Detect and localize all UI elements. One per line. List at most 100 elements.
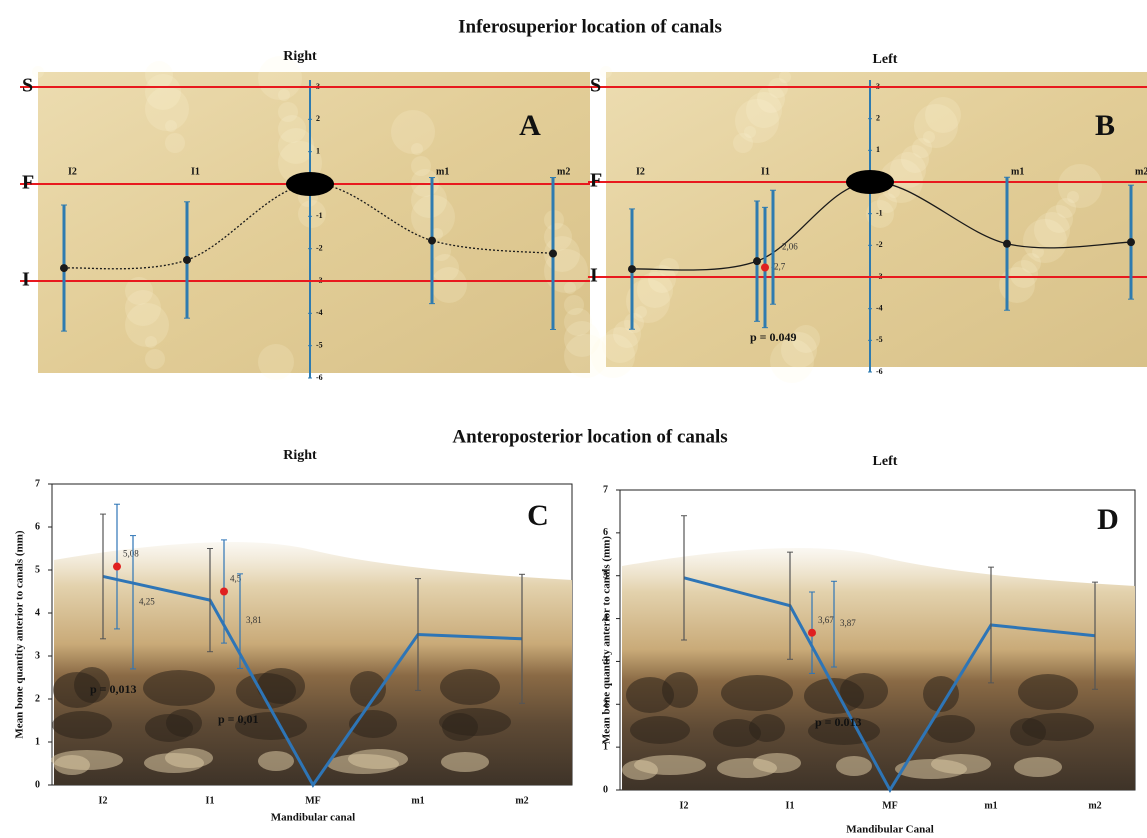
panel-letter: D <box>1097 503 1119 536</box>
texture <box>165 133 185 153</box>
y-tick-label: -5 <box>876 335 883 344</box>
annotation: p = 0,01 <box>218 712 259 726</box>
x-tick-label: m1 <box>984 800 997 811</box>
y-tick-label: 3 <box>35 650 40 661</box>
texture <box>600 66 612 78</box>
reference-label: F <box>590 170 602 192</box>
y-tick-label: 1 <box>316 146 320 155</box>
point <box>808 629 816 637</box>
y-tick-label: 0 <box>603 784 608 795</box>
point <box>220 588 228 596</box>
texture <box>721 675 793 711</box>
value-label: 4,25 <box>139 596 155 606</box>
point <box>549 250 557 258</box>
point <box>1127 238 1135 246</box>
x-tick-label: m2 <box>1135 166 1147 177</box>
y-tick-label: 4 <box>35 607 40 618</box>
y-tick-label: -4 <box>316 308 323 317</box>
reference-label: S <box>22 75 33 97</box>
y-tick-label: 6 <box>35 521 40 532</box>
texture <box>348 749 408 769</box>
value-label: 3,87 <box>840 618 856 628</box>
x-tick-label: m1 <box>1011 166 1024 177</box>
texture <box>840 673 888 709</box>
y-tick-label: 2 <box>316 114 320 123</box>
x-tick-label: I2 <box>636 166 645 177</box>
chart-title: Right <box>283 448 317 463</box>
x-tick-label: I1 <box>206 795 215 806</box>
texture <box>145 61 173 89</box>
reference-label: I <box>22 269 30 291</box>
texture <box>749 714 785 742</box>
chart-title: Right <box>283 49 317 64</box>
background-image <box>54 542 572 785</box>
annotation: p = 0,013 <box>90 682 137 696</box>
y-axis-label: Mean bone quantity anterior to canals (m… <box>601 536 613 745</box>
y-tick-label: -6 <box>876 367 883 376</box>
texture <box>836 756 872 776</box>
y-tick-label: -5 <box>316 340 323 349</box>
y-tick-label: 7 <box>35 478 40 489</box>
heading: Inferosuperior location of canals <box>458 16 722 37</box>
x-axis-label: Mandibular canal <box>271 812 355 824</box>
texture <box>779 71 791 83</box>
foramen <box>286 172 334 196</box>
value-label: 3,81 <box>246 615 262 625</box>
x-tick-label: I2 <box>680 800 689 811</box>
y-tick-label: -1 <box>876 208 883 217</box>
y-axis-label: Mean bone quantity anterior to canals (m… <box>14 530 26 739</box>
texture <box>145 349 165 369</box>
texture <box>278 102 298 122</box>
texture <box>258 751 294 771</box>
texture <box>143 670 215 706</box>
point <box>183 256 191 264</box>
value-label: -2,06 <box>779 241 798 251</box>
x-tick-label: I1 <box>191 166 200 177</box>
y-tick-label: 0 <box>35 779 40 790</box>
panel-letter: B <box>1095 109 1115 142</box>
chart-title: Left <box>873 52 898 67</box>
reference-label: F <box>22 172 34 194</box>
reference-label: I <box>590 265 598 287</box>
texture <box>391 110 435 154</box>
point <box>428 237 436 245</box>
y-tick-label: -4 <box>876 303 883 312</box>
y-tick-label: 1 <box>35 736 40 747</box>
annotation: p = 0.049 <box>750 330 797 344</box>
x-tick-label: I2 <box>99 795 108 806</box>
y-tick-label: 2 <box>35 693 40 704</box>
texture <box>1022 713 1094 741</box>
x-tick-label: I2 <box>68 166 77 177</box>
texture <box>630 716 690 744</box>
point <box>628 265 636 273</box>
texture <box>925 97 961 133</box>
point <box>60 264 68 272</box>
value-label: 3,67 <box>818 615 834 625</box>
y-tick-label: -2 <box>316 243 323 252</box>
y-tick-label: -6 <box>316 373 323 382</box>
panel-letter: A <box>519 109 541 142</box>
x-tick-label: m2 <box>557 166 570 177</box>
texture <box>440 669 500 705</box>
texture <box>51 750 123 770</box>
texture <box>32 66 44 78</box>
chart-title: Left <box>873 454 898 469</box>
texture <box>931 754 991 774</box>
point <box>761 264 769 272</box>
texture <box>662 672 698 708</box>
texture <box>1058 164 1102 208</box>
texture <box>52 711 112 739</box>
background-image <box>622 548 1135 790</box>
texture <box>659 258 679 278</box>
texture <box>634 755 706 775</box>
x-tick-label: m1 <box>436 166 449 177</box>
texture <box>753 753 801 773</box>
annotation: p = 0.013 <box>815 715 862 729</box>
reference-label: S <box>590 75 601 97</box>
texture <box>564 295 584 315</box>
texture <box>441 752 489 772</box>
panel-letter: C <box>527 499 549 532</box>
y-tick-label: 1 <box>876 145 880 154</box>
x-tick-label: m2 <box>1088 800 1101 811</box>
point <box>753 257 761 265</box>
